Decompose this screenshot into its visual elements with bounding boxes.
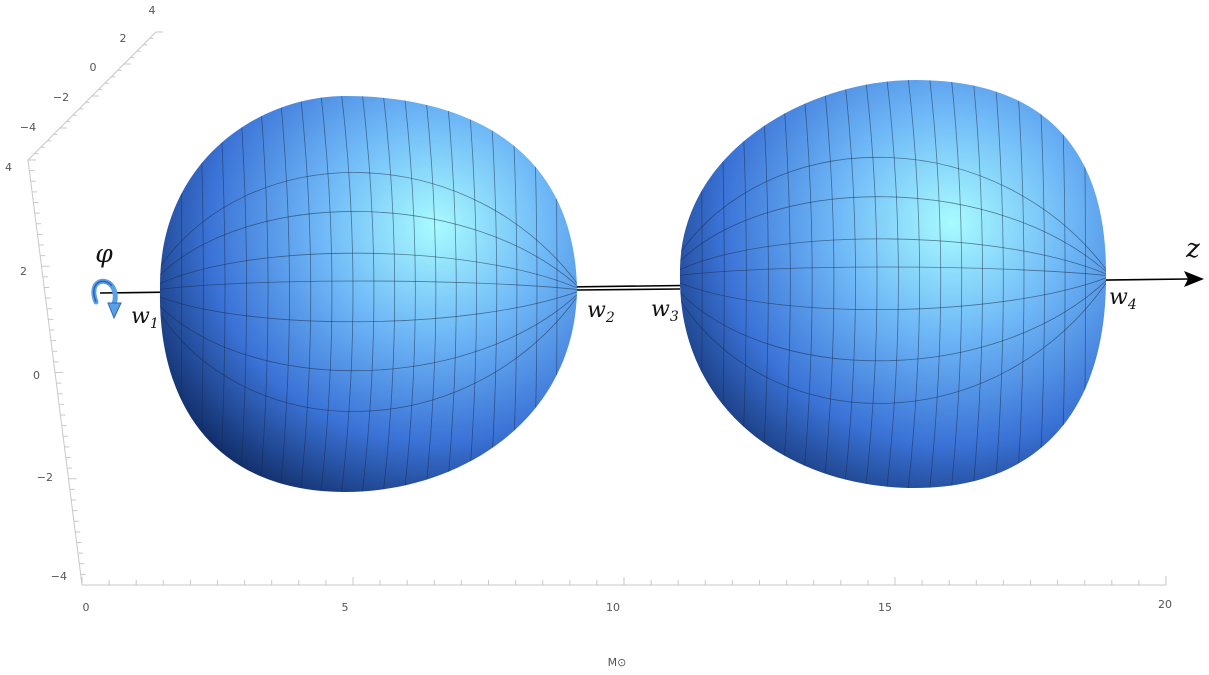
right-horizon-surface (679, 80, 1107, 488)
mesh-meridian (843, 80, 856, 488)
rotation-symbol-label: φ (95, 239, 113, 268)
mesh-meridian (864, 80, 878, 488)
z-axis-arrowhead (1184, 271, 1204, 287)
mesh-meridian (360, 96, 375, 492)
tick-label-y-0: 0 (33, 369, 40, 382)
tick-label-y-4: 4 (5, 161, 12, 174)
mesh-latitude (679, 275, 1107, 362)
tick-label-y-2: 2 (20, 265, 27, 278)
tick-label-x-15: 15 (878, 601, 892, 614)
svg-text:w3: w3 (651, 297, 679, 325)
mesh-latitude (159, 252, 577, 291)
point-label-w4: w4 (1109, 285, 1137, 313)
mesh-meridian (781, 80, 791, 488)
tick-label-y-neg4: −4 (51, 570, 67, 583)
tick-label-depth-4: 4 (149, 4, 156, 17)
mesh-latitude (159, 172, 577, 291)
depth-tick-marks (28, 31, 163, 161)
mesh-latitude (159, 280, 577, 291)
horizontal-tick-labels: 0 5 10 15 20 (83, 598, 1173, 614)
tick-label-depth-neg4: −4 (20, 121, 36, 134)
axis-units-label: M⊙ (608, 656, 627, 669)
mesh-meridian (971, 80, 983, 488)
mesh-latitude (159, 289, 577, 372)
depth-tick-labels: 4 2 0 −2 −4 (20, 4, 156, 134)
mesh-latitude (159, 289, 577, 412)
mesh-latitude (679, 196, 1107, 277)
point-label-w1: w1 (131, 304, 159, 332)
mesh-meridian (278, 96, 290, 492)
rotation-arrow-icon (91, 278, 122, 320)
point-label-w3: w3 (651, 297, 679, 325)
mesh-meridian (467, 96, 477, 492)
svg-text:w4: w4 (1109, 285, 1137, 313)
horizontal-tick-marks (81, 577, 1167, 585)
vertical-tick-labels: 4 2 0 −2 −4 (5, 161, 67, 583)
mesh-meridian (1016, 80, 1025, 488)
mesh-latitude (679, 238, 1107, 277)
mesh-meridian (760, 80, 769, 488)
mesh-meridian (258, 96, 269, 492)
tick-label-x-0: 0 (83, 601, 90, 614)
mesh-meridian (299, 96, 312, 492)
mesh-meridian (402, 96, 416, 492)
mesh-meridian (1038, 80, 1045, 488)
mesh-meridian (906, 80, 921, 488)
svg-text:w1: w1 (131, 304, 159, 332)
left-horizon-surface (159, 96, 577, 492)
mesh-meridian (340, 96, 354, 492)
mesh-latitude (679, 266, 1107, 277)
mesh-meridian (381, 96, 396, 492)
tick-label-x-20: 20 (1158, 598, 1172, 611)
mesh-latitude (679, 275, 1107, 404)
mesh-meridian (424, 96, 437, 492)
svg-text:w2: w2 (587, 298, 615, 326)
mesh-meridian (822, 80, 835, 488)
tick-label-depth-0: 0 (90, 61, 97, 74)
mesh-meridian (319, 96, 333, 492)
tick-label-y-neg2: −2 (37, 471, 53, 484)
tick-label-x-10: 10 (606, 601, 620, 614)
tick-label-depth-neg2: −2 (53, 91, 69, 104)
point-label-w2: w2 (587, 298, 615, 326)
mesh-meridian (994, 80, 1004, 488)
mesh-meridian (950, 80, 963, 488)
mesh-latitude (679, 275, 1107, 311)
tick-label-x-5: 5 (342, 601, 349, 614)
z-axis-label: z (1185, 234, 1200, 264)
axis-gap-segment (576, 288, 681, 291)
mesh-latitude (679, 156, 1107, 277)
mesh-meridian (488, 96, 498, 492)
mesh-meridian (928, 80, 942, 488)
mesh-meridian (801, 80, 813, 488)
mesh-latitude (159, 289, 577, 323)
vertical-tick-marks (28, 159, 90, 586)
mesh-latitude (159, 211, 577, 291)
mesh-meridian (445, 96, 457, 492)
mesh-meridian (238, 96, 247, 492)
tick-label-depth-2: 2 (120, 32, 127, 45)
mesh-meridian (885, 80, 899, 488)
